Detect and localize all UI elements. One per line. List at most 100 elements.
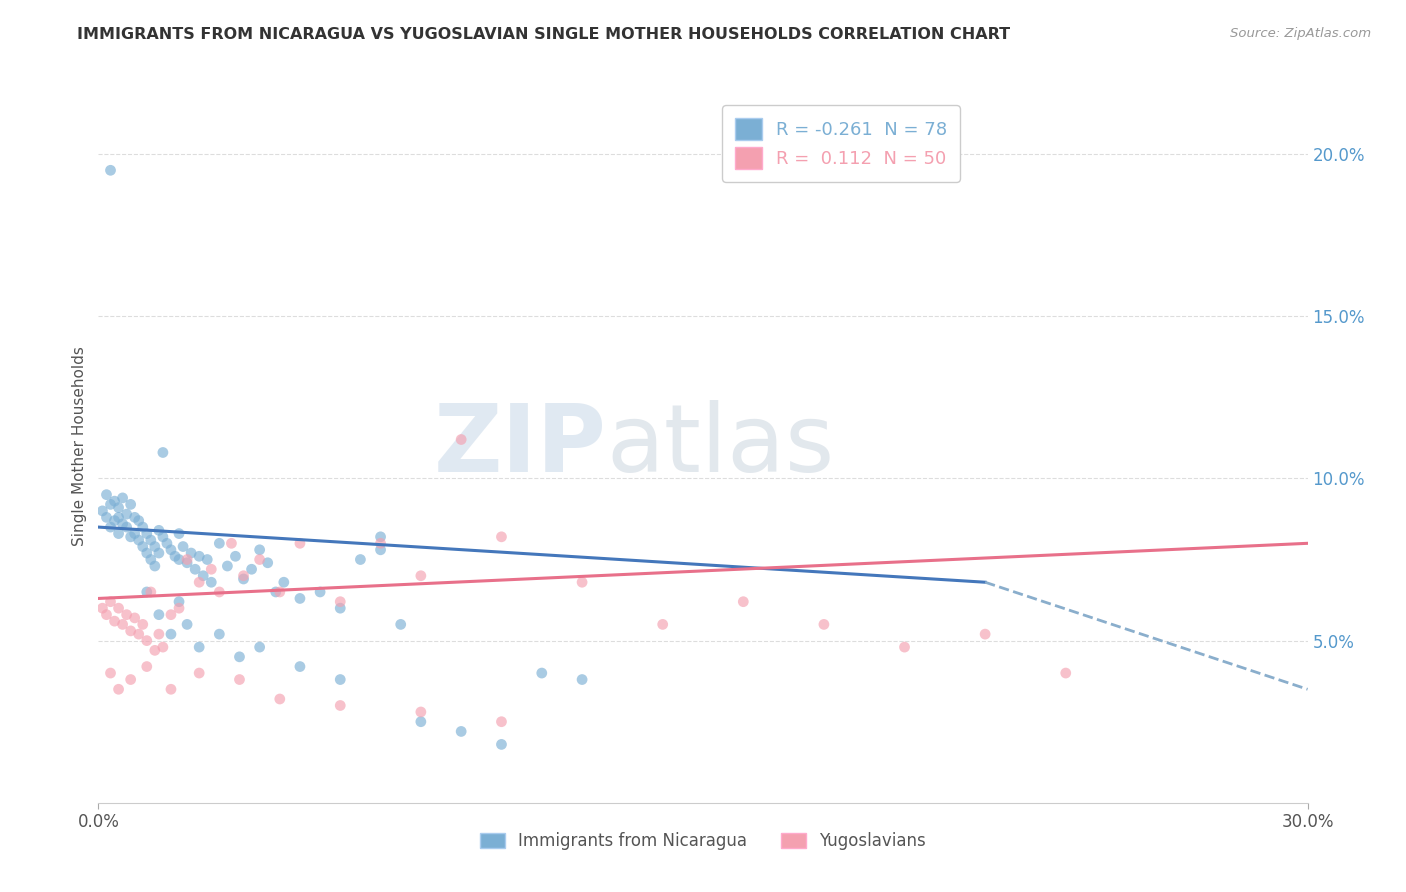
- Point: [132, 540, 155, 554]
- Point: [128, 514, 150, 528]
- Point: [96, 488, 118, 502]
- Point: [135, 546, 157, 560]
- Point: [124, 526, 146, 541]
- Point: [269, 585, 291, 599]
- Point: [813, 617, 835, 632]
- Point: [132, 520, 155, 534]
- Point: [288, 659, 311, 673]
- Point: [152, 530, 174, 544]
- Point: [217, 559, 239, 574]
- Point: [228, 649, 250, 664]
- Point: [249, 640, 271, 654]
- Point: [188, 549, 211, 564]
- Point: [163, 549, 186, 564]
- Point: [100, 497, 122, 511]
- Point: [156, 536, 179, 550]
- Point: [224, 549, 246, 564]
- Point: [450, 433, 472, 447]
- Point: [180, 546, 202, 560]
- Point: [370, 530, 392, 544]
- Text: IMMIGRANTS FROM NICARAGUA VS YUGOSLAVIAN SINGLE MOTHER HOUSEHOLDS CORRELATION CH: IMMIGRANTS FROM NICARAGUA VS YUGOSLAVIAN…: [77, 27, 1011, 42]
- Point: [208, 585, 231, 599]
- Point: [491, 714, 513, 729]
- Point: [409, 568, 432, 582]
- Point: [571, 575, 593, 590]
- Point: [160, 542, 183, 557]
- Point: [329, 673, 352, 687]
- Point: [329, 698, 352, 713]
- Point: [124, 510, 146, 524]
- Point: [120, 497, 142, 511]
- Point: [651, 617, 673, 632]
- Point: [100, 666, 122, 681]
- Point: [269, 692, 291, 706]
- Point: [115, 607, 138, 622]
- Point: [148, 627, 170, 641]
- Point: [228, 673, 250, 687]
- Point: [389, 617, 412, 632]
- Point: [139, 585, 162, 599]
- Point: [974, 627, 997, 641]
- Point: [893, 640, 915, 654]
- Point: [349, 552, 371, 566]
- Point: [148, 607, 170, 622]
- Point: [249, 552, 271, 566]
- Point: [409, 705, 432, 719]
- Point: [103, 494, 125, 508]
- Point: [107, 500, 129, 515]
- Point: [264, 585, 287, 599]
- Point: [240, 562, 263, 576]
- Point: [148, 546, 170, 560]
- Point: [107, 526, 129, 541]
- Point: [249, 542, 271, 557]
- Point: [115, 507, 138, 521]
- Point: [100, 163, 122, 178]
- Point: [120, 624, 142, 638]
- Point: [450, 724, 472, 739]
- Point: [120, 673, 142, 687]
- Point: [107, 682, 129, 697]
- Point: [111, 516, 134, 531]
- Point: [96, 510, 118, 524]
- Point: [120, 530, 142, 544]
- Point: [139, 533, 162, 547]
- Point: [160, 682, 183, 697]
- Point: [111, 491, 134, 505]
- Point: [1054, 666, 1077, 681]
- Point: [530, 666, 553, 681]
- Point: [208, 536, 231, 550]
- Point: [288, 591, 311, 606]
- Point: [103, 614, 125, 628]
- Point: [143, 540, 166, 554]
- Point: [143, 643, 166, 657]
- Point: [107, 601, 129, 615]
- Point: [309, 585, 332, 599]
- Point: [167, 526, 190, 541]
- Legend: Immigrants from Nicaragua, Yugoslavians: Immigrants from Nicaragua, Yugoslavians: [472, 824, 934, 859]
- Point: [128, 627, 150, 641]
- Point: [256, 556, 278, 570]
- Point: [221, 536, 243, 550]
- Text: atlas: atlas: [606, 400, 835, 492]
- Point: [160, 607, 183, 622]
- Point: [232, 572, 254, 586]
- Point: [733, 595, 755, 609]
- Point: [176, 552, 198, 566]
- Y-axis label: Single Mother Households: Single Mother Households: [72, 346, 87, 546]
- Point: [329, 601, 352, 615]
- Text: Source: ZipAtlas.com: Source: ZipAtlas.com: [1230, 27, 1371, 40]
- Point: [200, 562, 222, 576]
- Point: [152, 445, 174, 459]
- Point: [370, 536, 392, 550]
- Point: [232, 568, 254, 582]
- Point: [288, 536, 311, 550]
- Point: [91, 601, 114, 615]
- Point: [193, 568, 215, 582]
- Point: [273, 575, 295, 590]
- Point: [111, 617, 134, 632]
- Point: [188, 640, 211, 654]
- Point: [184, 562, 207, 576]
- Point: [124, 611, 146, 625]
- Point: [107, 510, 129, 524]
- Point: [167, 552, 190, 566]
